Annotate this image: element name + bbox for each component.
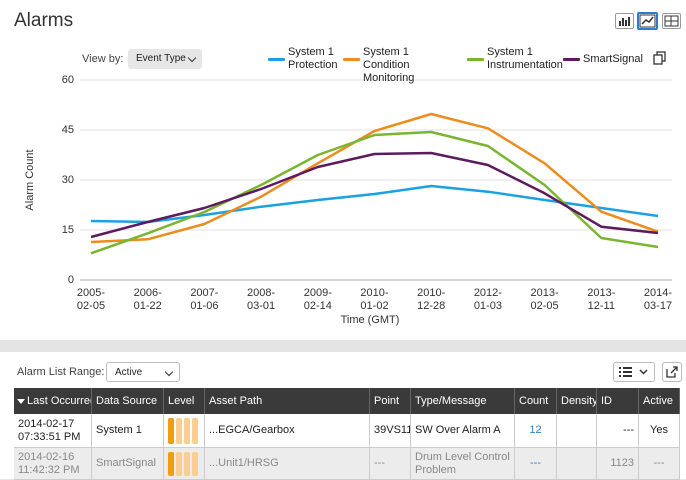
level-bar [184, 417, 190, 444]
y-tick-label: 30 [62, 174, 74, 186]
legend-label: System 1 Protection [288, 46, 338, 71]
icon [666, 366, 678, 378]
legend-swatch [268, 58, 285, 61]
level-bar [184, 451, 190, 476]
column-header[interactable]: Asset Path [205, 388, 370, 414]
legend-swatch [467, 58, 484, 61]
legend-swatch [563, 58, 580, 61]
y-axis-title: Alarm Count [24, 149, 36, 210]
table-cell: --- [639, 448, 680, 480]
chart-panel [0, 0, 686, 340]
y-tick-label: 60 [62, 74, 74, 86]
range-label: Alarm List Range: [17, 366, 105, 378]
sort-arrow [17, 399, 25, 404]
series-line [90, 112, 659, 244]
column-header[interactable]: Level [164, 388, 205, 414]
chart: Alarm Count Time (GMT) 0 15 30 45 60 [24, 74, 672, 326]
table-cell: Yes [639, 414, 680, 448]
level-bar [168, 451, 174, 476]
bar-chart-button[interactable] [615, 13, 634, 29]
level-bar [192, 417, 198, 444]
column-header[interactable]: Type/Message [411, 388, 515, 414]
column-header[interactable]: Point [370, 388, 411, 414]
legend-label: SmartSignal [583, 53, 643, 65]
table-cell [164, 448, 205, 480]
x-tick-label: 2010-12-28 [417, 287, 446, 312]
column-header[interactable]: Active [639, 388, 680, 414]
column-menu[interactable] [613, 362, 655, 382]
table-cell: 1123 [597, 448, 639, 480]
table-cell[interactable]: 12 [515, 414, 557, 448]
x-axis-title: Time (GMT) [341, 314, 400, 326]
x-tick-label: 2007-01-06 [190, 287, 219, 312]
table-cell[interactable]: --- [515, 448, 557, 480]
x-tick-label: 2010-01-02 [360, 287, 389, 312]
table-cell: 2014-02-17 07:33:51 PM [14, 414, 92, 448]
x-tick-label: 2008-03-01 [247, 287, 276, 312]
x-tick-label: 2014-03-17 [643, 287, 673, 312]
series-line [90, 130, 659, 255]
column-header[interactable]: Last Occurred [14, 388, 92, 414]
y-tick-label: 45 [62, 124, 74, 136]
table-cell: 39VS11 [370, 414, 411, 448]
column-header[interactable]: ID [597, 388, 639, 414]
export-button[interactable] [662, 362, 682, 382]
table-cell: ...EGCA/Gearbox [205, 414, 370, 448]
icon [653, 51, 666, 65]
table-cell: 2014-02-16 11:42:32 PM [14, 448, 92, 480]
y-tick-label: 15 [62, 224, 74, 236]
table-row[interactable] [14, 414, 680, 448]
x-tick-label: 2013-12-11 [587, 287, 616, 312]
table-cell [164, 414, 205, 448]
level-bar [192, 451, 198, 476]
x-tick-label: 2013-02-05 [530, 287, 559, 312]
table-cell: Drum Level Control Problem [411, 448, 515, 480]
level-bar [168, 417, 174, 444]
table-cell: ...Unit1/HRSG [205, 448, 370, 480]
range-dropdown[interactable]: Active [106, 362, 180, 382]
table-cell: SmartSignal [92, 448, 164, 480]
x-tick-label: 2005-02-05 [76, 287, 106, 312]
legend-swatch [343, 58, 360, 61]
line-chart-button[interactable] [637, 12, 658, 30]
icon [664, 15, 679, 27]
table-button[interactable] [662, 13, 681, 29]
copy-button[interactable] [652, 50, 668, 71]
series-line [90, 184, 659, 224]
table-cell: --- [597, 414, 639, 448]
view-by-dropdown[interactable]: Event Type [128, 49, 202, 69]
table-cell: System 1 [92, 414, 164, 448]
y-tick-label: 0 [68, 274, 74, 286]
legend-label: System 1 Instrumentation [487, 46, 563, 71]
table-cell [557, 448, 597, 480]
table-cell: SW Over Alarm A [411, 414, 515, 448]
column-header[interactable]: Data Source [92, 388, 164, 414]
table-row[interactable] [14, 448, 680, 480]
alarm-table: Last Occurred Data Source Level Asset Path P… [14, 388, 680, 480]
icon [639, 14, 656, 28]
column-header[interactable]: Density [557, 388, 597, 414]
table-cell [557, 414, 597, 448]
legend-label: System 1 Condition Monitoring [363, 46, 415, 84]
x-tick-label: 2009-02-14 [303, 287, 332, 312]
column-header[interactable]: Count [515, 388, 557, 414]
series-line [90, 151, 659, 239]
x-tick-label: 2012-01-03 [473, 287, 502, 312]
level-bar [176, 451, 182, 476]
view-by-label: View by: [82, 53, 124, 65]
panel-title: Alarms [14, 10, 74, 31]
table-cell: --- [370, 448, 411, 480]
icon [619, 17, 630, 26]
x-tick-label: 2006-01-22 [133, 287, 162, 312]
icon [619, 367, 648, 377]
level-bar [176, 417, 182, 444]
